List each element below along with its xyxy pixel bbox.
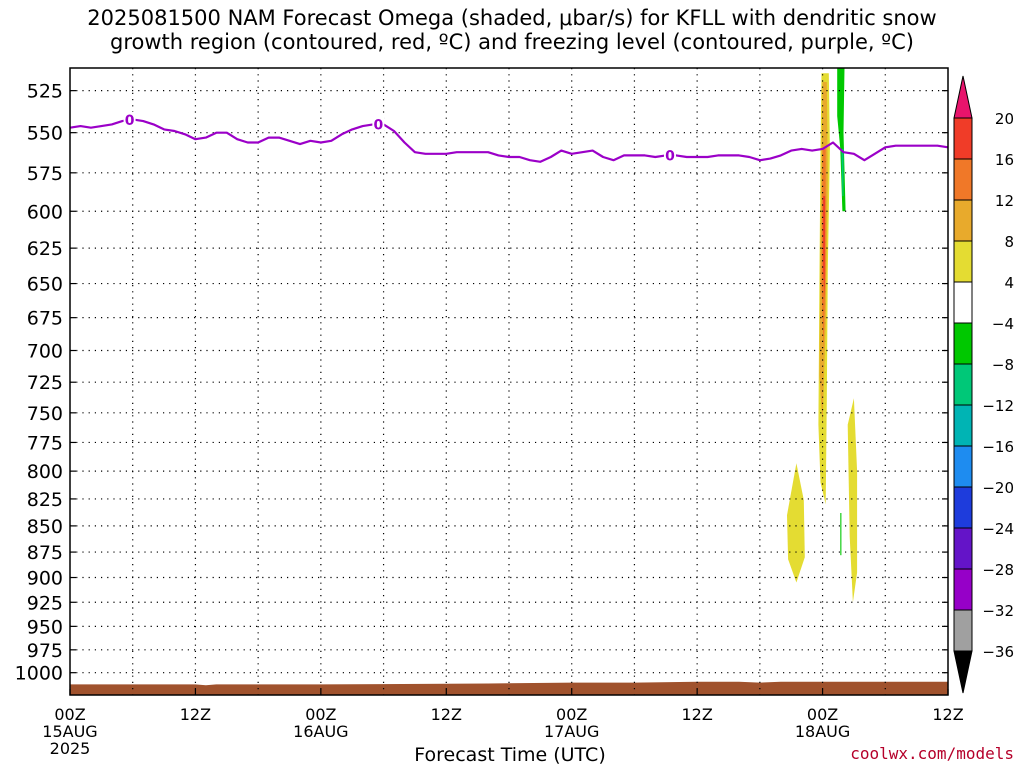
colorbar-label-13: −36 <box>982 643 1014 661</box>
colorbar-swatch-3 <box>953 240 973 283</box>
colorbar-label-9: −20 <box>982 479 1014 497</box>
x-tick-date-48: 17AUG <box>544 722 599 741</box>
x-tick-label-84: 12Z <box>932 705 963 724</box>
colorbar-label-10: −24 <box>982 520 1014 538</box>
colorbar-swatch-5 <box>953 322 973 365</box>
freezing-level-label-2: 0 <box>665 148 675 164</box>
freezing-level-label-0: 0 <box>125 113 135 129</box>
x-tick-label-12: 12Z <box>180 705 211 724</box>
y-tick-label-550: 550 <box>27 123 63 145</box>
x-tick-date-0: 15AUG <box>42 722 97 741</box>
x-tick-label-48: 00Z <box>556 705 587 724</box>
y-tick-label-525: 525 <box>27 81 63 103</box>
y-tick-label-750: 750 <box>27 403 63 425</box>
x-tick-label-72: 00Z <box>807 705 838 724</box>
colorbar-swatch-0 <box>953 117 973 160</box>
omega-region-4 <box>787 463 805 583</box>
x-tick-year-0: 2025 <box>50 739 91 758</box>
y-tick-label-700: 700 <box>27 341 63 363</box>
colorbar-label-3: 8 <box>1004 233 1014 251</box>
y-tick-label-975: 975 <box>27 640 63 662</box>
x-axis-label: Forecast Time (UTC) <box>414 744 606 766</box>
y-tick-label-775: 775 <box>27 432 63 454</box>
colorbar-label-11: −28 <box>982 561 1014 579</box>
omega-region-8 <box>840 513 842 556</box>
chart-title: 2025081500 NAM Forecast Omega (shaded, μ… <box>0 6 1024 54</box>
y-tick-label-925: 925 <box>27 592 63 614</box>
freezing-level-line <box>69 118 949 163</box>
x-tick-label-36: 12Z <box>431 705 462 724</box>
freezing-level-label-bg-2 <box>663 147 676 164</box>
colorbar-label-6: −8 <box>992 356 1014 374</box>
freezing-level-label-bg-1 <box>372 116 385 133</box>
colorbar-top-arrow <box>953 75 973 119</box>
colorbar-label-1: 16 <box>995 151 1014 169</box>
y-tick-label-675: 675 <box>27 308 63 330</box>
x-tick-date-72: 18AUG <box>795 722 850 741</box>
colorbar-swatch-4 <box>953 281 973 324</box>
y-tick-label-600: 600 <box>27 201 63 223</box>
y-tick-label-725: 725 <box>27 372 63 394</box>
colorbar-swatch-12 <box>953 609 973 652</box>
x-tick-label-0: 00Z <box>54 705 85 724</box>
omega-region-7 <box>841 148 844 197</box>
colorbar-swatch-2 <box>953 199 973 242</box>
colorbar-label-0: 20 <box>995 110 1014 128</box>
freezing-level-label-1: 0 <box>373 117 383 133</box>
y-tick-label-900: 900 <box>27 568 63 590</box>
omega-region-3 <box>823 196 826 298</box>
x-tick-label-24: 00Z <box>305 705 336 724</box>
y-tick-label-650: 650 <box>27 274 63 296</box>
colorbar-label-12: −32 <box>982 602 1014 620</box>
chart-title-line-2: growth region (contoured, red, ºC) and f… <box>110 30 914 54</box>
colorbar-label-5: −4 <box>992 315 1014 333</box>
colorbar-label-8: −16 <box>982 438 1014 456</box>
x-tick-date-24: 16AUG <box>293 722 348 741</box>
y-tick-label-825: 825 <box>27 489 63 511</box>
colorbar-swatch-11 <box>953 568 973 611</box>
omega-region-5 <box>847 398 858 603</box>
colorbar-label-7: −12 <box>982 397 1014 415</box>
colorbar-swatch-8 <box>953 445 973 488</box>
y-tick-label-950: 950 <box>27 616 63 638</box>
colorbar-bottom-arrow <box>953 650 973 694</box>
credit-text: coolwx.com/models <box>850 744 1014 763</box>
colorbar-swatch-1 <box>953 158 973 201</box>
plot-frame <box>69 67 949 696</box>
colorbar-label-4: 4 <box>1004 274 1014 292</box>
y-tick-label-625: 625 <box>27 238 63 260</box>
y-tick-label-800: 800 <box>27 461 63 483</box>
y-tick-label-575: 575 <box>27 163 63 185</box>
colorbar-swatch-10 <box>953 527 973 570</box>
chart-title-line-1: 2025081500 NAM Forecast Omega (shaded, μ… <box>87 6 937 30</box>
colorbar-swatch-6 <box>953 363 973 406</box>
colorbar-swatch-9 <box>953 486 973 529</box>
colorbar-label-2: 12 <box>995 192 1014 210</box>
colorbar-swatch-7 <box>953 404 973 447</box>
y-tick-label-850: 850 <box>27 516 63 538</box>
y-tick-label-1000: 1000 <box>15 663 63 685</box>
freezing-level-label-bg-0 <box>123 111 136 128</box>
y-tick-label-875: 875 <box>27 542 63 564</box>
x-tick-label-60: 12Z <box>681 705 712 724</box>
